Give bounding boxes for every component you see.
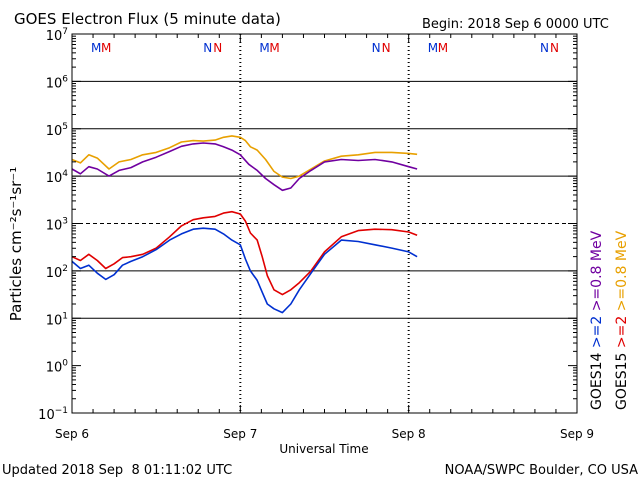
credit-label: NOAA/SWPC Boulder, CO USA — [445, 463, 638, 478]
legend: GOES14 >=2 >=0.8 MeV GOES15 >=2 >=0.8 MeV — [589, 230, 630, 410]
series-layer — [71, 135, 418, 314]
x-tick-label: Sep 9 — [560, 427, 594, 441]
chart-title: GOES Electron Flux (5 minute data) — [14, 10, 281, 28]
marker-label: M — [428, 41, 438, 55]
series-line — [71, 142, 418, 192]
marker-label: N — [203, 41, 212, 55]
x-tick-label: Sep 6 — [55, 427, 89, 441]
y-axis-label: Particles cm⁻²s⁻¹sr⁻¹ — [7, 167, 25, 321]
marker-label: M — [438, 41, 448, 55]
x-axis-ticks: Sep 6 Sep 7 Sep 8 Sep 9 — [55, 34, 594, 441]
marker-label: N — [540, 41, 549, 55]
marker-label: M — [259, 41, 269, 55]
marker-label: M — [101, 41, 111, 55]
y-tick-label: 104 — [46, 169, 69, 186]
marker-label: M — [91, 41, 101, 55]
y-tick-label: 100 — [46, 359, 69, 376]
marker-label: N — [550, 41, 559, 55]
y-tick-label: 103 — [46, 217, 68, 234]
x-tick-label: Sep 7 — [223, 427, 257, 441]
y-axis-ticks: 107 106 105 104 103 102 101 100 10−1 — [38, 27, 577, 423]
series-line — [71, 210, 418, 296]
x-tick-label: Sep 8 — [392, 427, 426, 441]
legend-entry: GOES15 >=2 >=0.8 MeV — [614, 230, 630, 410]
series-line — [71, 227, 418, 314]
y-tick-label: 101 — [46, 311, 68, 328]
marker-label: N — [213, 41, 222, 55]
y-tick-label: 105 — [46, 122, 68, 139]
legend-entry: GOES14 >=2 >=0.8 MeV — [589, 230, 605, 410]
y-tick-label: 107 — [46, 27, 68, 44]
marker-label: M — [269, 41, 279, 55]
y-tick-label: 102 — [46, 264, 68, 281]
series-line — [71, 135, 418, 180]
marker-label: N — [382, 41, 391, 55]
begin-label: Begin: 2018 Sep 6 0000 UTC — [422, 17, 609, 32]
y-tick-label: 10−1 — [38, 406, 68, 423]
y-tick-label: 106 — [46, 74, 69, 91]
marker-label: N — [372, 41, 381, 55]
grid-lines — [72, 80, 577, 319]
updated-label: Updated 2018 Sep 8 01:11:02 UTC — [2, 463, 232, 478]
x-axis-label: Universal Time — [279, 442, 368, 456]
